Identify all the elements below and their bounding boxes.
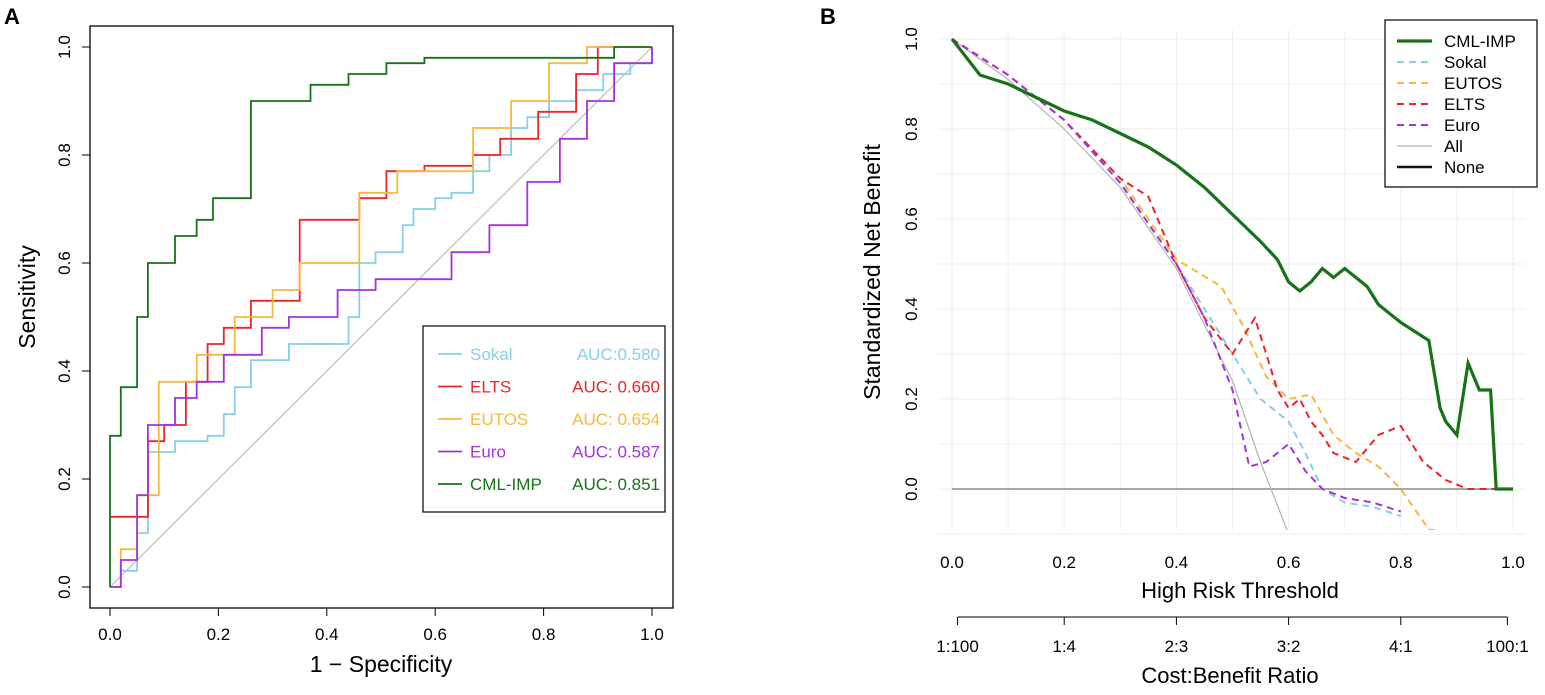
panel-a-x-axis-label: 1 − Specificity	[310, 651, 453, 677]
y-tick-label: 0.8	[55, 143, 74, 167]
legend-auc-sokal: AUC:0.580	[577, 345, 660, 364]
curve-cml-imp	[950, 38, 1513, 491]
x-tick-label: 1.0	[640, 625, 664, 644]
y-tick-label: 0.6	[902, 207, 921, 231]
panel-b-grid	[938, 30, 1525, 535]
y-tick-label: 0.8	[902, 117, 921, 141]
panel-a-legend-box	[422, 325, 666, 513]
panel-b-secondary-axis-label: Cost:Benefit Ratio	[1141, 663, 1318, 688]
legend-label-none: None	[1444, 158, 1485, 177]
legend-auc-elts: AUC: 0.660	[572, 378, 660, 397]
legend-name-cml-imp: CML-IMP	[470, 475, 542, 494]
secondary-tick-label: 100:1	[1486, 637, 1529, 656]
y-tick-label: 1.0	[55, 35, 74, 59]
y-tick-label: 0.4	[902, 297, 921, 321]
roc-curve-euro	[110, 47, 653, 588]
x-tick-label: 0.8	[532, 625, 556, 644]
secondary-tick-label: 1:4	[1052, 637, 1076, 656]
y-tick-label: 0.2	[902, 387, 921, 411]
legend-label-sokal: Sokal	[1444, 53, 1487, 72]
y-tick-label: 0.2	[55, 467, 74, 491]
panel-b-legend: CML-IMP Sokal EUTOS ELTS Euro All None	[1397, 32, 1516, 177]
legend-name-elts: ELTS	[470, 378, 511, 397]
y-tick-label: 0.4	[55, 359, 74, 383]
curve-eutos	[951, 38, 1439, 530]
y-tick-label: 0.6	[55, 251, 74, 275]
legend-auc-cml-imp: AUC: 0.851	[572, 475, 660, 494]
legend-name-sokal: Sokal	[470, 345, 513, 364]
legend-label-all: All	[1444, 137, 1463, 156]
roc-curve-sokal	[110, 47, 653, 588]
y-tick-label: 0.0	[902, 477, 921, 501]
x-tick-label: 0.0	[940, 553, 964, 572]
secondary-tick-label: 2:3	[1165, 637, 1189, 656]
legend-name-euro: Euro	[470, 443, 506, 462]
legend-name-eutos: EUTOS	[470, 410, 528, 429]
roc-curve-cml-imp	[109, 46, 652, 587]
x-tick-label: 0.0	[98, 625, 122, 644]
x-tick-label: 0.6	[423, 625, 447, 644]
curve-elts	[951, 38, 1513, 490]
x-tick-label: 0.8	[1389, 553, 1413, 572]
secondary-tick-label: 1:100	[936, 637, 979, 656]
x-tick-label: 0.2	[207, 625, 231, 644]
x-tick-label: 0.4	[1165, 553, 1189, 572]
panel-b-y-axis-label: Standardized Net Benefit	[859, 144, 885, 400]
x-tick-label: 0.4	[315, 625, 339, 644]
secondary-tick-label: 3:2	[1277, 637, 1301, 656]
x-tick-label: 1.0	[1501, 553, 1525, 572]
panel-a-legend: Sokal AUC:0.580 ELTS AUC: 0.660 EUTOS AUC: 0.…	[438, 345, 660, 494]
panel-a-series	[109, 46, 653, 588]
y-tick-label: 0.0	[55, 575, 74, 599]
x-tick-label: 0.6	[1277, 553, 1301, 572]
curve-sokal	[951, 38, 1402, 517]
legend-label-eutos: EUTOS	[1444, 74, 1502, 93]
panel-b-decision-curve: B 0.0 0.2 0.4 0.6 0.8 1.0 0.0 0.2 0.4 0.6 0.8 1.0 H…	[820, 4, 1538, 688]
panel-a-roc-chart: A 0.0 0.2 0.4 0.6 0.8 1.0 0.0 0.2 0.4 0.6 0.8 1.0 1…	[4, 4, 674, 677]
panel-a-y-axis-label: Sensitivity	[14, 245, 40, 349]
reference-diagonal	[109, 46, 653, 588]
panel-a-axes: 0.0 0.2 0.4 0.6 0.8 1.0 0.0 0.2 0.4 0.6 0.8 1.0	[55, 35, 664, 644]
roc-curve-eutos	[110, 46, 652, 588]
legend-auc-eutos: AUC: 0.654	[572, 410, 660, 429]
panel-b-secondary-axis: 1:100 1:4 2:3 3:2 4:1 100:1	[936, 616, 1529, 656]
y-tick-label: 1.0	[902, 27, 921, 51]
panel-a-label: A	[4, 4, 20, 29]
secondary-tick-label: 4:1	[1389, 637, 1413, 656]
legend-label-euro: Euro	[1444, 116, 1480, 135]
legend-label-cml-imp: CML-IMP	[1444, 32, 1516, 51]
panel-b-series	[950, 38, 1513, 530]
x-tick-label: 0.2	[1052, 553, 1076, 572]
legend-auc-euro: AUC: 0.587	[572, 443, 660, 462]
panel-b-axes: 0.0 0.2 0.4 0.6 0.8 1.0 0.0 0.2 0.4 0.6 0.8 1.0	[902, 27, 1525, 572]
panel-b-label: B	[820, 4, 836, 29]
legend-label-elts: ELTS	[1444, 95, 1485, 114]
panel-b-x-axis-label: High Risk Threshold	[1141, 578, 1339, 603]
